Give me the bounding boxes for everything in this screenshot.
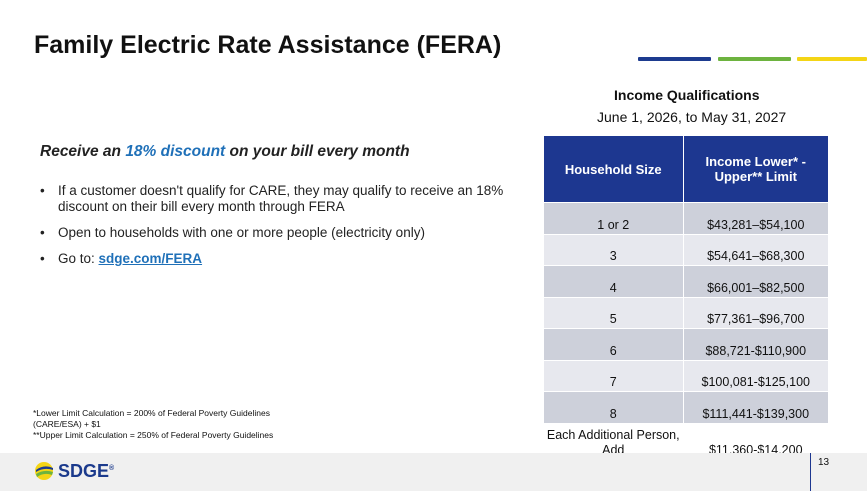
bullet-text: Open to households with one or more peop… (58, 225, 425, 240)
table-row: 6 $88,721-$110,900 (544, 328, 828, 360)
income-limit-cell: $100,081-$125,100 (683, 359, 828, 392)
table-row: 7 $100,081-$125,100 (544, 359, 828, 392)
logo-wordmark: SDGE (58, 461, 110, 481)
discount-subheading: Receive an 18% discount on your bill eve… (40, 143, 410, 161)
income-limit-cell: $77,361–$96,700 (683, 296, 828, 329)
household-size-cell: 4 (544, 265, 684, 297)
table-header-row: Household Size Income Lower* - Upper** L… (544, 136, 828, 203)
sdge-logo-icon (35, 462, 53, 480)
household-size-cell: 7 (544, 359, 684, 392)
page-number-divider (810, 453, 811, 491)
accent-bar-green (718, 57, 791, 61)
sdge-logo-text: SDGE® (58, 461, 114, 482)
income-limit-cell: $43,281–$54,100 (683, 202, 828, 234)
footnote-lower-limit: *Lower Limit Calculation = 200% of Feder… (33, 408, 270, 429)
income-limit-cell: $111,441-$139,300 (683, 391, 828, 423)
household-size-cell: 1 or 2 (544, 202, 684, 234)
bullet-item-website: • Go to: sdge.com/FERA (40, 251, 540, 267)
accent-bar-yellow (797, 57, 867, 61)
bullet-text: If a customer doesn't qualify for CARE, … (58, 183, 504, 214)
household-size-cell: 5 (544, 296, 684, 329)
page-number: 13 (818, 457, 830, 468)
page-title: Family Electric Rate Assistance (FERA) (34, 31, 502, 59)
table-row: 8 $111,441-$139,300 (544, 391, 828, 423)
bullet-text: Go to: (58, 251, 99, 266)
income-limit-cell: $54,641–$68,300 (683, 233, 828, 266)
income-limit-cell: $88,721-$110,900 (683, 328, 828, 360)
fera-website-link[interactable]: sdge.com/FERA (98, 251, 203, 266)
header-income-limit: Income Lower* - Upper** Limit (683, 136, 828, 203)
registered-mark: ® (109, 465, 115, 472)
table-row: 3 $54,641–$68,300 (544, 233, 828, 266)
bullet-dot-icon: • (40, 225, 45, 240)
household-size-cell: 8 (544, 391, 684, 423)
table-row: 4 $66,001–$82,500 (544, 265, 828, 297)
footnote-upper-limit: **Upper Limit Calculation = 250% of Fede… (33, 430, 274, 440)
household-size-cell: 6 (544, 328, 684, 360)
bullet-item-households: • Open to households with one or more pe… (40, 225, 540, 241)
table-row: 1 or 2 $43,281–$54,100 (544, 202, 828, 234)
accent-bar-blue (638, 57, 711, 61)
income-date-range: June 1, 2026, to May 31, 2027 (597, 109, 787, 125)
income-limit-cell: $66,001–$82,500 (683, 265, 828, 297)
bullet-dot-icon: • (40, 183, 45, 198)
subhead-suffix: on your bill every month (225, 143, 410, 160)
bullet-dot-icon: • (40, 251, 45, 266)
footnotes: *Lower Limit Calculation = 200% of Feder… (33, 408, 313, 441)
benefit-bullet-list: • If a customer doesn't qualify for CARE… (40, 183, 540, 277)
income-qualifications-heading: Income Qualifications (614, 87, 760, 103)
bullet-item-care: • If a customer doesn't qualify for CARE… (40, 183, 540, 215)
income-limits-table: Household Size Income Lower* - Upper** L… (544, 136, 828, 460)
footer-bar (0, 453, 867, 491)
header-household-size: Household Size (544, 136, 684, 203)
household-size-cell: 3 (544, 233, 684, 266)
subhead-prefix: Receive an (40, 143, 126, 160)
discount-highlight: 18% discount (125, 143, 226, 160)
table-row: 5 $77,361–$96,700 (544, 296, 828, 329)
